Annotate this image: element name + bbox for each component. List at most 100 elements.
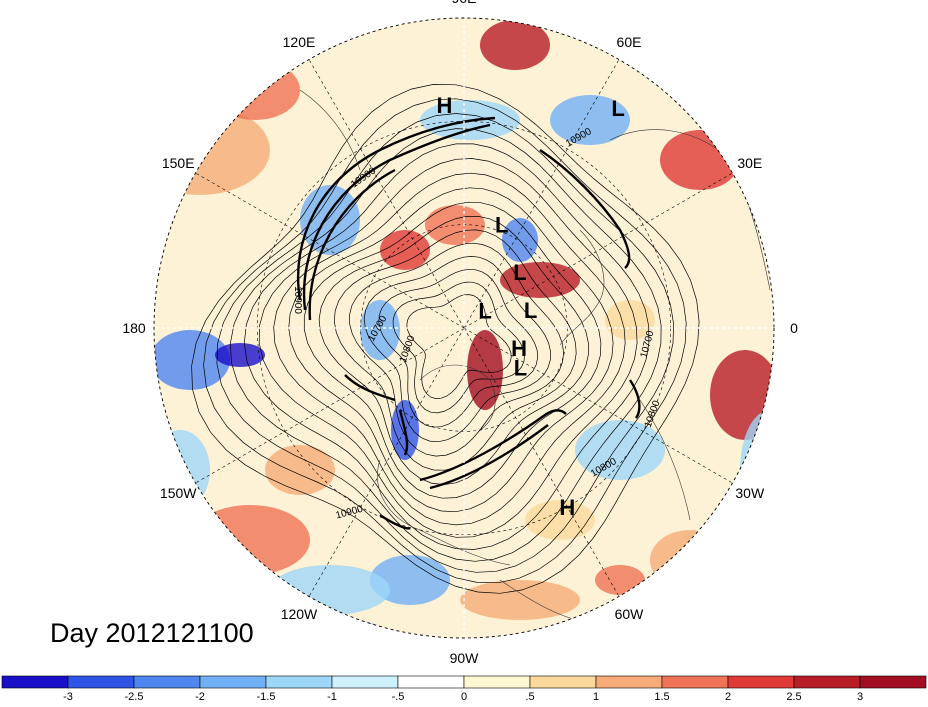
low-pressure-label: L bbox=[495, 212, 508, 237]
longitude-label: 0 bbox=[790, 320, 798, 336]
height-contour bbox=[258, 158, 638, 538]
colorbar-tick-label: 2.5 bbox=[786, 691, 801, 702]
longitude-label: 120E bbox=[283, 34, 316, 50]
colorbar-swatch bbox=[529, 675, 597, 689]
jet-contour bbox=[379, 514, 411, 530]
meridian-line bbox=[463, 59, 620, 329]
longitude-label: 60W bbox=[615, 606, 645, 622]
height-contour bbox=[318, 216, 589, 485]
anomaly-patch bbox=[740, 410, 774, 530]
jet-contour bbox=[419, 409, 567, 482]
anomaly-patch bbox=[550, 95, 630, 145]
height-contour bbox=[230, 128, 662, 562]
height-contour bbox=[203, 98, 687, 584]
longitude-label: 180 bbox=[122, 320, 146, 336]
low-pressure-label: L bbox=[514, 356, 527, 381]
colorbar-tick-label: 2 bbox=[725, 691, 731, 702]
high-pressure-label: H bbox=[437, 93, 453, 118]
colorbar-tick-label: -3 bbox=[63, 691, 73, 702]
height-contour bbox=[273, 172, 626, 526]
jet-contour bbox=[629, 379, 641, 419]
colorbar-swatch bbox=[199, 675, 267, 689]
height-contour bbox=[191, 84, 700, 594]
longitude-label: 150E bbox=[162, 155, 195, 171]
colorbar-tick-label: 1.5 bbox=[654, 691, 669, 702]
anomaly-patch bbox=[360, 300, 400, 360]
height-contours bbox=[191, 84, 700, 594]
anomaly-patch bbox=[215, 343, 265, 367]
anomaly-patch bbox=[650, 530, 730, 590]
low-pressure-label: L bbox=[513, 260, 526, 285]
anomaly-patch bbox=[265, 445, 335, 495]
colorbar-tick-label: -1.5 bbox=[257, 691, 276, 702]
jet-contours bbox=[296, 116, 641, 530]
height-contour bbox=[392, 281, 525, 414]
longitude-label: 30W bbox=[735, 485, 765, 501]
contour-label: 10900 bbox=[292, 286, 303, 314]
anomaly-patch bbox=[310, 620, 390, 638]
anomaly-patch bbox=[710, 350, 774, 440]
colorbar-swatch bbox=[397, 675, 465, 689]
jet-contour bbox=[308, 168, 396, 321]
colorbar-swatch bbox=[859, 675, 927, 689]
colorbar-tick-label: -1 bbox=[327, 691, 337, 702]
anomaly-patch bbox=[460, 580, 580, 620]
coastline bbox=[639, 399, 691, 521]
colorbar-tick-label: -2 bbox=[195, 691, 205, 702]
height-contour bbox=[216, 113, 674, 573]
meridian-line bbox=[195, 327, 465, 484]
longitude-labels: 90E 60E 30E 0 30W 60W 90W 120W 150W 180 150E 120E bbox=[122, 0, 798, 666]
meridian-line bbox=[195, 172, 465, 329]
coastline bbox=[419, 364, 496, 431]
colorbar-swatch bbox=[661, 675, 729, 689]
meridian-line bbox=[308, 59, 465, 329]
colorbar-swatch bbox=[1, 675, 69, 689]
low-pressure-label: L bbox=[611, 96, 624, 121]
colorbar-swatch bbox=[793, 675, 861, 689]
meridian-line bbox=[463, 327, 620, 597]
meridian-line bbox=[308, 327, 465, 597]
height-contour bbox=[243, 143, 650, 550]
jet-contour bbox=[344, 374, 396, 402]
longitude-label: 60E bbox=[617, 34, 642, 50]
height-contour bbox=[378, 268, 539, 428]
jet-contour bbox=[302, 123, 491, 311]
longitude-label: 90E bbox=[452, 0, 477, 6]
colorbar: -3 -2.5 -2 -1.5 -1 -.5 0 .5 1 1.5 2 2.5 3 bbox=[1, 675, 927, 703]
low-pressure-label: L bbox=[524, 298, 537, 323]
high-pressure-label: H bbox=[559, 495, 575, 520]
colorbar-tick-label: 1 bbox=[593, 691, 599, 702]
longitude-label: 120W bbox=[281, 606, 318, 622]
anomaly-patch bbox=[210, 60, 300, 120]
anomaly-patch bbox=[480, 20, 550, 70]
anomaly-patch bbox=[605, 300, 655, 340]
colorbar-swatch bbox=[595, 675, 663, 689]
colorbar-swatch bbox=[331, 675, 399, 689]
jet-contour bbox=[539, 149, 631, 269]
low-pressure-label: L bbox=[478, 298, 491, 323]
high-pressure-label: H bbox=[511, 336, 527, 361]
anomaly-patch bbox=[502, 218, 538, 262]
jet-contour bbox=[296, 116, 496, 301]
anomaly-patch bbox=[595, 565, 645, 595]
anomaly-patch bbox=[575, 420, 665, 480]
colorbar-tick-label: -2.5 bbox=[125, 691, 144, 702]
height-contour bbox=[349, 242, 564, 457]
height-contour bbox=[363, 256, 551, 443]
meridian-line bbox=[463, 172, 733, 329]
coastline bbox=[299, 89, 361, 171]
anomaly-patch bbox=[154, 330, 230, 390]
map-boundary bbox=[153, 17, 775, 639]
height-contour bbox=[406, 294, 512, 399]
height-contour bbox=[288, 187, 614, 513]
lat-lon-grid bbox=[154, 18, 774, 638]
anomaly-patch bbox=[190, 505, 310, 575]
coastline bbox=[559, 229, 605, 346]
colorbar-swatch bbox=[727, 675, 795, 689]
jet-contour bbox=[398, 409, 409, 456]
colorbar-swatch bbox=[67, 675, 135, 689]
colorbar-swatch bbox=[265, 675, 333, 689]
